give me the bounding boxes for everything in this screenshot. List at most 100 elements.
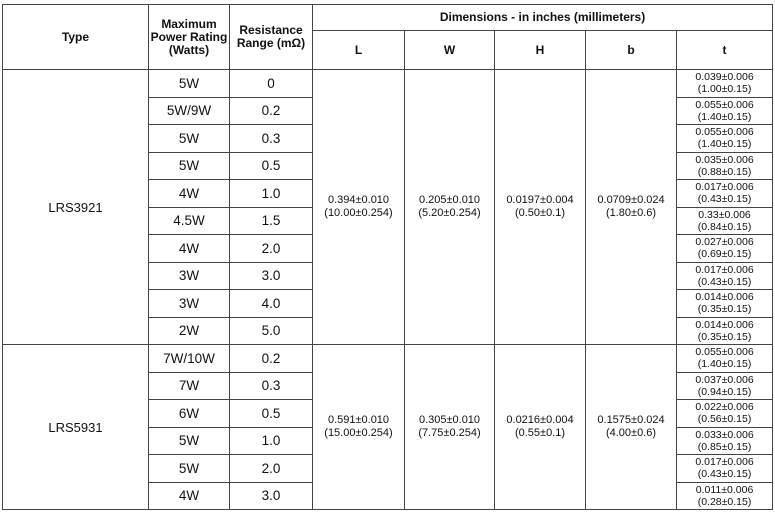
table-row: 5W 2.0 0.017±0.006 (0.43±0.15): [3, 454, 774, 483]
table-row: 4W 2.0 0.027±0.006 (0.69±0.15): [3, 234, 774, 263]
value-millimeters: (0.35±0.15): [697, 303, 752, 316]
value-inches: 0.022±0.006: [695, 401, 754, 414]
value-inches: 0.014±0.006: [695, 318, 754, 331]
value-millimeters: (15.00±0.254): [324, 427, 393, 439]
power-cell: 3W: [148, 289, 230, 318]
value-millimeters: (10.00±0.254): [324, 207, 393, 219]
dim-W-cell: 0.305±0.010 (7.75±0.254): [404, 344, 495, 510]
value-inches: 0.011±0.006: [695, 483, 754, 496]
range-cell: 0.5: [229, 399, 313, 428]
power-cell: 2W: [148, 316, 230, 345]
value-inches: 0.394±0.010: [327, 194, 390, 206]
power-cell: 5W: [148, 151, 230, 180]
value-inches: 0.055±0.006: [695, 126, 754, 139]
dim-t-cell: 0.037±0.006 (0.94±0.15): [675, 371, 774, 400]
power-cell: 5W: [148, 454, 230, 483]
value-millimeters: (1.40±0.15): [697, 358, 752, 371]
header-resistance-range: Resistance Range (mΩ): [229, 4, 313, 70]
table-row: LRS3921 5W 0 0.394±0.010 (10.00±0.254) 0.205±…: [2, 69, 774, 345]
value-inches: 0.591±0.010: [327, 414, 390, 426]
table-row: 4W 1.0 0.017±0.006 (0.43±0.15): [3, 179, 774, 208]
value-millimeters: (0.85±0.15): [697, 440, 752, 453]
range-cell: 0: [229, 69, 313, 98]
range-cell: 1.0: [229, 179, 313, 208]
value-millimeters: (5.20±0.254): [418, 207, 481, 219]
value-inches: 0.33±0.006: [698, 208, 751, 221]
value-inches: 0.033±0.006: [695, 428, 754, 441]
table-row: 4W 3.0 0.011±0.006 (0.28±0.15): [3, 481, 774, 510]
dim-b-cell: 0.0709±0.024 (1.80±0.6): [585, 69, 677, 345]
power-cell: 4W: [148, 481, 230, 510]
value-millimeters: (0.69±0.15): [697, 248, 752, 261]
range-cell: 0.3: [229, 124, 313, 153]
dim-t-cell: 0.014±0.006 (0.35±0.15): [675, 289, 774, 318]
power-cell: 7W/10W: [148, 344, 230, 373]
table-row: 5W 1.0 0.033±0.006 (0.85±0.15): [3, 426, 774, 455]
dim-L-cell: 0.591±0.010 (15.00±0.254): [312, 344, 405, 510]
value-inches: 0.017±0.006: [695, 456, 754, 469]
dim-t-cell: 0.039±0.006 (1.00±0.15): [675, 69, 774, 98]
value-millimeters: (1.40±0.15): [697, 138, 752, 151]
range-cell: 1.0: [229, 426, 313, 455]
resistor-spec-table: Type Maximum Power Rating (Watts) Resist…: [2, 4, 774, 510]
value-millimeters: (1.40±0.15): [697, 110, 752, 123]
value-millimeters: (0.55±0.1): [514, 427, 566, 439]
power-cell: 5W: [148, 69, 230, 98]
table-row: 5W 0.3 0.055±0.006 (1.40±0.15): [3, 124, 774, 153]
value-millimeters: (0.28±0.15): [697, 495, 752, 508]
range-cell: 0.3: [229, 371, 313, 400]
power-cell: 3W: [148, 261, 230, 290]
dim-t-cell: 0.055±0.006 (1.40±0.15): [675, 344, 774, 373]
header-H: H: [494, 30, 586, 70]
header-L: L: [312, 30, 405, 70]
dim-b-cell: 0.1575±0.024 (4.00±0.6): [585, 344, 677, 510]
value-millimeters: (7.75±0.254): [418, 427, 481, 439]
range-cell: 2.0: [229, 234, 313, 263]
dim-t-cell: 0.011±0.006 (0.28±0.15): [675, 481, 774, 510]
value-inches: 0.027±0.006: [695, 236, 754, 249]
value-inches: 0.0216±0.004: [506, 414, 574, 426]
value-millimeters: (1.00±0.15): [697, 83, 752, 96]
header-dimensions: Dimensions - in inches (millimeters): [311, 4, 774, 31]
dim-t-cell: 0.055±0.006 (1.40±0.15): [675, 96, 774, 125]
range-cell: 3.0: [229, 261, 313, 290]
power-cell: 4.5W: [148, 206, 230, 235]
table-row: 3W 3.0 0.017±0.006 (0.43±0.15): [3, 261, 774, 290]
value-inches: 0.055±0.006: [695, 98, 754, 111]
range-cell: 3.0: [229, 481, 313, 510]
value-inches: 0.0709±0.024: [597, 194, 665, 206]
value-inches: 0.039±0.006: [695, 71, 754, 84]
value-inches: 0.037±0.006: [695, 373, 754, 386]
value-inches: 0.1575±0.024: [597, 414, 665, 426]
dim-H-cell: 0.0197±0.004 (0.50±0.1): [494, 69, 586, 345]
table-row: 5W 0.5 0.035±0.006 (0.88±0.15): [3, 151, 774, 180]
dim-t-cell: 0.033±0.006 (0.85±0.15): [675, 426, 774, 455]
value-millimeters: (4.00±0.6): [605, 427, 657, 439]
type-cell: LRS3921: [2, 69, 149, 345]
dim-t-cell: 0.017±0.006 (0.43±0.15): [675, 261, 774, 290]
dim-t-cell: 0.027±0.006 (0.69±0.15): [675, 234, 774, 263]
header-t: t: [675, 30, 774, 70]
header-b: b: [585, 30, 677, 70]
type-cell: LRS5931: [2, 344, 149, 510]
header-power-rating: Maximum Power Rating (Watts): [148, 4, 230, 70]
dim-t-cell: 0.014±0.006 (0.35±0.15): [675, 316, 774, 345]
value-millimeters: (0.84±0.15): [697, 220, 752, 233]
range-cell: 1.5: [229, 206, 313, 235]
value-millimeters: (0.94±0.15): [697, 385, 752, 398]
value-millimeters: (0.88±0.15): [697, 165, 752, 178]
table-row: 4.5W 1.5 0.33±0.006 (0.84±0.15): [3, 206, 774, 235]
value-millimeters: (0.43±0.15): [697, 468, 752, 481]
value-inches: 0.014±0.006: [695, 291, 754, 304]
dim-t-cell: 0.022±0.006 (0.56±0.15): [675, 399, 774, 428]
dim-W-cell: 0.205±0.010 (5.20±0.254): [404, 69, 495, 345]
table-row: 2W 5.0 0.014±0.006 (0.35±0.15): [3, 316, 774, 345]
range-cell: 2.0: [229, 454, 313, 483]
dim-t-cell: 0.035±0.006 (0.88±0.15): [675, 151, 774, 180]
value-inches: 0.205±0.010: [418, 194, 481, 206]
range-cell: 5.0: [229, 316, 313, 345]
table-row: 5W/9W 0.2 0.055±0.006 (1.40±0.15): [3, 96, 774, 125]
table-body: LRS3921 5W 0 0.394±0.010 (10.00±0.254) 0.205±…: [2, 69, 774, 510]
power-cell: 5W/9W: [148, 96, 230, 125]
value-inches: 0.035±0.006: [695, 153, 754, 166]
